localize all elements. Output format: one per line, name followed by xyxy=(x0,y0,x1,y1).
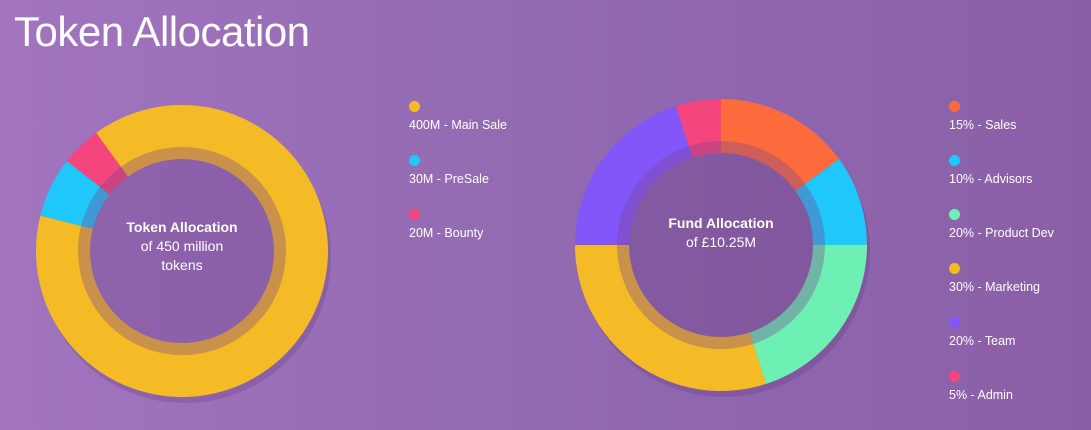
legend-dot-icon xyxy=(949,209,960,220)
fund-allocation-slice-advisors xyxy=(795,159,867,245)
token-allocation-slice-main-sale xyxy=(35,104,329,397)
token-allocation-slice-presale xyxy=(40,161,110,229)
legend-dot-icon xyxy=(409,101,420,112)
token-allocation-center-label: Token Allocation of 450 million tokens xyxy=(107,218,257,275)
fund-allocation-center-label: Fund Allocation of £10.25M xyxy=(646,214,796,252)
fund-allocation-donut-chart xyxy=(575,99,870,397)
token-allocation-slice-bounty xyxy=(66,132,128,195)
legend-dot-icon xyxy=(949,263,960,274)
fund-allocation-slice-product-dev xyxy=(749,245,867,384)
legend-label: 15% - Sales xyxy=(949,118,1017,132)
token-center-title: Token Allocation xyxy=(126,219,238,235)
legend-label: 5% - Admin xyxy=(949,388,1013,402)
fund-allocation-slice-sales xyxy=(721,99,840,191)
legend-label: 20% - Product Dev xyxy=(949,226,1054,240)
legend-label: 10% - Advisors xyxy=(949,172,1033,186)
legend-dot-icon xyxy=(949,155,960,166)
fund-allocation-inner-ring xyxy=(617,141,825,349)
legend-dot-icon xyxy=(409,209,420,220)
legend-label: 20M - Bounty xyxy=(409,226,484,240)
fund-allocation-slice-team xyxy=(575,106,693,245)
legend-dot-icon xyxy=(949,101,960,112)
fund-center-title: Fund Allocation xyxy=(668,215,774,231)
token-center-subtitle-line-2: tokens xyxy=(161,257,203,273)
legend-label: 30% - Marketing xyxy=(949,280,1041,294)
legend-label: 20% - Team xyxy=(949,334,1016,348)
token-allocation-donut-chart xyxy=(35,104,331,403)
fund-allocation-slice-admin xyxy=(675,99,721,158)
token-center-subtitle-line-1: of 450 million xyxy=(140,238,224,254)
legend-dot-icon xyxy=(949,371,960,382)
legend-dot-icon xyxy=(949,317,960,328)
legend-dot-icon xyxy=(409,155,420,166)
legend-label: 30M - PreSale xyxy=(409,172,489,186)
legend-label: 400M - Main Sale xyxy=(409,118,507,132)
fund-allocation-slice-marketing xyxy=(575,245,767,391)
token-allocation-inner-ring xyxy=(78,147,286,355)
page-title: Token Allocation xyxy=(14,8,310,55)
fund-center-subtitle: of £10.25M xyxy=(685,234,757,250)
